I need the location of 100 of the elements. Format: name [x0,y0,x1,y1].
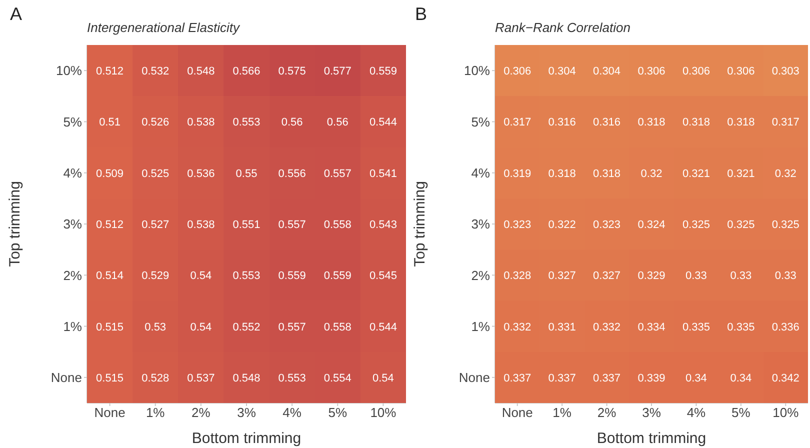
data-label: 0.323 [593,219,621,231]
data-label: 0.319 [504,168,532,180]
data-label: 0.526 [142,116,170,129]
y-tick-label: None [50,370,82,386]
data-label: 0.34 [686,372,707,384]
data-label: 0.337 [504,372,532,384]
text: A [10,4,22,25]
data-label: 0.541 [369,168,397,180]
data-label: 0.318 [593,168,621,180]
data-label: 0.527 [142,219,170,231]
data-label: 0.329 [638,270,666,282]
data-label: 0.543 [369,219,397,231]
data-label: 0.34 [730,372,752,384]
data-label: 0.512 [96,66,124,78]
data-label: 0.304 [593,66,621,78]
y-tick-label: 5% [63,114,82,130]
data-label: 0.548 [232,372,260,384]
data-label: 0.334 [638,321,666,334]
data-label: 0.538 [187,219,215,231]
x-tick-label: None [502,405,533,420]
x-tick-label: 5% [328,405,348,420]
data-label: 0.509 [96,168,124,180]
data-label: 0.318 [548,168,576,180]
data-label: 0.327 [593,270,621,282]
y-tick-label: 4% [63,165,82,180]
data-label: 0.56 [281,116,303,129]
data-label: 0.557 [278,219,306,231]
x-tick-label: 5% [732,405,751,420]
data-label: 0.323 [504,219,532,231]
data-label: 0.317 [772,116,800,129]
data-label: 0.339 [638,372,666,384]
y-tick-label: 4% [471,165,490,180]
data-label: 0.559 [324,270,352,282]
data-label: 0.33 [730,270,752,282]
data-label: 0.54 [190,270,212,282]
x-axis-title: Bottom trimming [596,430,706,447]
y-tick-label: 2% [63,268,82,283]
data-label: 0.556 [278,168,306,180]
data-label: 0.515 [96,321,124,334]
data-label: 0.33 [686,270,707,282]
data-label: 0.51 [99,116,120,129]
chart-title: Intergenerational Elasticity [87,20,240,35]
x-tick-label: 4% [686,405,706,420]
data-label: 0.322 [548,219,576,231]
data-label: 0.321 [727,168,755,180]
data-label: 0.557 [278,321,306,334]
data-label: 0.544 [369,116,397,129]
data-label: 0.512 [96,219,124,231]
y-tick-label: 10% [56,63,82,78]
data-label: 0.54 [372,372,394,384]
data-label: 0.324 [638,219,666,231]
data-label: 0.532 [142,66,170,78]
data-label: 0.553 [232,270,260,282]
data-label: 0.566 [232,66,260,78]
data-label: 0.337 [593,372,621,384]
data-label: 0.317 [504,116,532,129]
data-label: 0.577 [324,66,352,78]
data-label: 0.559 [278,270,306,282]
data-label: 0.558 [324,321,352,334]
data-label: 0.544 [369,321,397,334]
data-label: 0.325 [682,219,710,231]
data-label: 0.332 [504,321,532,334]
data-label: 0.558 [324,219,352,231]
data-label: 0.303 [772,66,800,78]
data-label: 0.306 [727,66,755,78]
data-label: 0.318 [682,116,710,129]
data-label: 0.321 [682,168,710,180]
data-label: 0.559 [369,66,397,78]
data-label: 0.536 [187,168,215,180]
data-label: 0.306 [638,66,666,78]
x-tick-label: 2% [192,405,211,420]
x-tick-label: 1% [146,405,166,420]
data-label: 0.553 [278,372,306,384]
data-label: 0.316 [548,116,576,129]
data-label: 0.33 [774,270,796,282]
data-label: 0.515 [96,372,124,384]
data-label: 0.553 [232,116,260,129]
y-axis-title: Top trimming [6,181,24,267]
data-label: 0.554 [324,372,352,384]
data-label: 0.56 [326,116,348,129]
data-label: 0.335 [682,321,710,334]
x-tick-label: 2% [597,405,617,420]
data-label: 0.514 [96,270,124,282]
data-label: 0.55 [236,168,258,180]
y-tick-label: 3% [63,216,82,232]
data-label: 0.342 [772,372,800,384]
data-label: 0.335 [727,321,755,334]
x-tick-label: 3% [642,405,662,420]
data-label: 0.538 [187,116,215,129]
data-label: 0.32 [640,168,662,180]
data-label: 0.551 [232,219,260,231]
data-label: 0.318 [638,116,666,129]
x-tick-label: 10% [370,405,397,420]
data-label: 0.575 [278,66,306,78]
x-axis-title: Bottom trimming [192,430,302,447]
text: B [415,4,428,25]
x-tick-label: None [94,405,126,420]
x-tick-label: 1% [552,405,572,420]
data-label: 0.337 [548,372,576,384]
y-tick-label: 1% [63,318,82,334]
